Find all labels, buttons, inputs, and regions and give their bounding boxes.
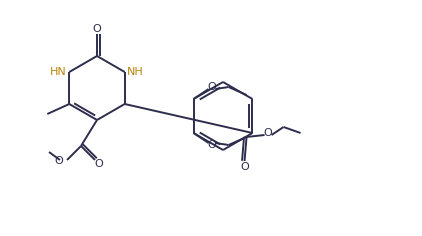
Text: O: O [95, 159, 103, 169]
Text: O: O [92, 24, 101, 34]
Text: O: O [207, 140, 216, 150]
Text: O: O [54, 156, 63, 166]
Text: NH: NH [127, 67, 144, 77]
Text: O: O [263, 128, 272, 138]
Text: O: O [207, 82, 216, 92]
Text: HN: HN [50, 67, 67, 77]
Text: O: O [240, 162, 249, 172]
